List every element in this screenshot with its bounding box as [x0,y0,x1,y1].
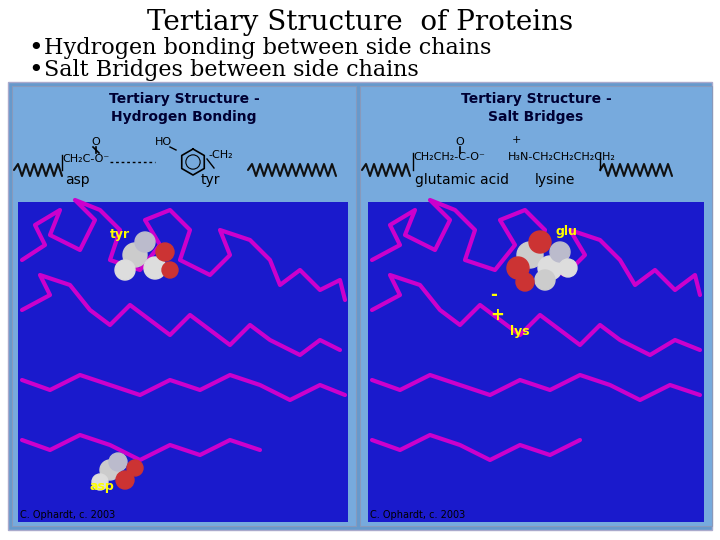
Text: •: • [28,58,42,82]
Text: asp: asp [90,480,114,493]
Text: tyr: tyr [200,173,220,187]
Text: glutamic acid: glutamic acid [415,173,509,187]
Text: -: - [490,286,497,304]
Text: lysine: lysine [535,173,575,187]
Circle shape [123,243,147,267]
Text: Salt Bridges between side chains: Salt Bridges between side chains [44,59,419,81]
Text: glu: glu [555,225,577,238]
Text: Tertiary Structure -
Hydrogen Bonding: Tertiary Structure - Hydrogen Bonding [109,92,259,124]
Circle shape [127,460,143,476]
Circle shape [100,460,120,480]
Text: tyr: tyr [110,228,130,241]
Text: Tertiary Structure  of Proteins: Tertiary Structure of Proteins [147,9,573,36]
Text: HO: HO [155,137,172,147]
Circle shape [144,257,166,279]
Circle shape [516,273,534,291]
Circle shape [535,270,555,290]
FancyBboxPatch shape [12,86,356,526]
Circle shape [559,259,577,277]
Text: asp: asp [65,173,89,187]
FancyBboxPatch shape [8,82,712,530]
Text: +: + [511,135,521,145]
Text: +: + [490,306,504,324]
Text: -CH₂: -CH₂ [208,150,233,160]
FancyBboxPatch shape [368,202,704,522]
Text: C. Ophardt, c. 2003: C. Ophardt, c. 2003 [370,510,465,520]
Text: O: O [456,137,464,147]
Circle shape [529,231,551,253]
FancyBboxPatch shape [360,86,712,526]
Text: Tertiary Structure -
Salt Bridges: Tertiary Structure - Salt Bridges [461,92,611,124]
Circle shape [517,242,543,268]
Circle shape [550,242,570,262]
Text: Hydrogen bonding between side chains: Hydrogen bonding between side chains [44,37,491,59]
Text: lys: lys [510,325,530,338]
Circle shape [109,453,127,471]
Circle shape [115,260,135,280]
Circle shape [116,471,134,489]
Circle shape [538,256,562,280]
Circle shape [507,257,529,279]
FancyBboxPatch shape [18,202,348,522]
Text: O: O [91,137,100,147]
Circle shape [135,232,155,252]
Text: C. Ophardt, c. 2003: C. Ophardt, c. 2003 [20,510,115,520]
Text: CH₂CH₂-C-O⁻: CH₂CH₂-C-O⁻ [413,152,485,162]
Circle shape [92,474,108,490]
Circle shape [156,243,174,261]
Circle shape [162,262,178,278]
Text: H₃N-CH₂CH₂CH₂CH₂: H₃N-CH₂CH₂CH₂CH₂ [508,152,616,162]
Text: •: • [28,36,42,60]
Text: CH₂C-O⁻: CH₂C-O⁻ [62,154,109,164]
